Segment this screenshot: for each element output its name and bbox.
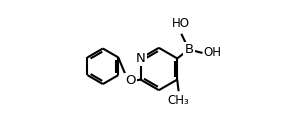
Text: B: B (184, 43, 194, 56)
Text: HO: HO (172, 17, 190, 30)
Text: CH₃: CH₃ (168, 94, 190, 107)
Text: N: N (136, 52, 146, 65)
Text: O: O (125, 75, 136, 87)
Text: OH: OH (203, 47, 221, 59)
